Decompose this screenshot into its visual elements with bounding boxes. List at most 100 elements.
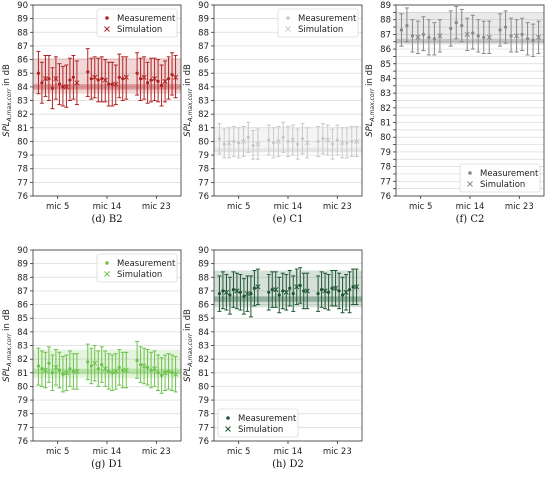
legend-simulation-marker	[104, 26, 110, 32]
simulation-point	[255, 141, 261, 147]
y-tick-label: 90	[198, 246, 209, 256]
y-tick-label: 81	[198, 124, 209, 134]
legend-label: Simulation	[117, 25, 162, 35]
y-tick-label: 81	[17, 124, 28, 134]
simulation-point	[255, 284, 261, 290]
simulation-point	[92, 74, 98, 80]
measurement-point	[86, 70, 90, 74]
y-tick-label: 80	[198, 137, 209, 147]
measurement-point	[482, 35, 486, 39]
measurement-point	[135, 71, 139, 75]
simulation-point	[162, 78, 168, 84]
measurement-point	[321, 137, 325, 141]
y-tick-label: 79	[198, 151, 209, 161]
measurement-point	[107, 82, 111, 86]
legend-label: Measurement	[298, 14, 357, 24]
simulation-point	[152, 366, 158, 372]
band-inner	[214, 296, 362, 302]
simulation-point	[113, 368, 119, 374]
x-tick-label: mic 23	[142, 447, 171, 457]
measurement-point	[40, 367, 44, 371]
y-tick-label: 90	[198, 1, 209, 11]
measurement-point	[232, 139, 236, 144]
measurement-point	[351, 285, 355, 289]
band-outer	[396, 12, 544, 45]
band-outer	[33, 349, 181, 379]
measurement-point	[121, 368, 125, 372]
simulation-point	[275, 138, 281, 144]
measurement-point	[170, 72, 174, 77]
simulation-point	[464, 31, 470, 37]
y-tick-label: 85	[198, 314, 209, 324]
legend-label: Measurement	[117, 14, 176, 24]
y-axis-label: SPLA,max,corr in dB	[183, 64, 194, 137]
simulation-point	[294, 284, 300, 290]
panel-caption: (f) C2	[456, 214, 485, 225]
simulation-point	[123, 74, 129, 80]
y-tick-label: 80	[380, 133, 391, 143]
y-tick-label: 84	[17, 328, 28, 338]
simulation-point	[304, 140, 310, 146]
y-tick-label: 79	[17, 396, 28, 406]
y-tick-label: 89	[17, 15, 28, 25]
y-tick-label: 76	[198, 437, 209, 447]
simulation-point	[226, 140, 232, 146]
simulation-point	[283, 289, 289, 295]
y-tick-label: 84	[198, 83, 209, 93]
measurement-point	[300, 137, 305, 141]
simulation-point	[486, 34, 492, 40]
y-tick-label: 89	[198, 15, 209, 25]
x-tick-label: mic 5	[227, 447, 250, 457]
measurement-point	[520, 32, 524, 36]
y-tick-label: 88	[17, 28, 28, 38]
x-tick-label: mic 14	[274, 202, 303, 212]
simulation-point	[322, 288, 328, 294]
y-tick-label: 87	[198, 287, 209, 297]
measurement-point	[252, 286, 257, 290]
band-inner	[396, 38, 544, 44]
y-tick-label: 87	[17, 42, 28, 52]
measurement-point	[296, 142, 300, 146]
simulation-point	[123, 367, 129, 373]
y-tick-label: 78	[380, 163, 391, 173]
measurement-point	[302, 289, 306, 293]
measurement-point	[222, 142, 226, 146]
y-tick-label: 85	[380, 60, 391, 70]
legend-label: Simulation	[298, 25, 343, 35]
measurement-point	[159, 83, 164, 88]
measurement-point	[246, 135, 250, 139]
simulation-point	[74, 368, 80, 374]
y-tick-label: 82	[17, 110, 28, 120]
x-tick-label: mic 5	[46, 202, 69, 212]
measurement-point	[110, 82, 114, 86]
x-tick-label: mic 5	[409, 202, 432, 212]
y-tick-label: 81	[198, 369, 209, 379]
y-tick-label: 84	[17, 83, 28, 93]
simulation-point	[141, 363, 147, 369]
measurement-point	[421, 32, 426, 36]
plot-frame	[213, 249, 363, 442]
chart-panel-4: 76 77 78 79 80 81 82 83 84 85 86 87 88 89 90 mic 5 mic 1…	[183, 246, 363, 470]
y-tick-label: 81	[380, 119, 391, 129]
measurement-point	[57, 82, 62, 86]
measurement-point	[156, 371, 160, 375]
panel-caption: (e) C1	[273, 214, 304, 225]
measurement-point	[50, 371, 55, 375]
measurement-point	[330, 142, 335, 146]
measurement-point	[249, 292, 253, 296]
measurement-point	[460, 23, 464, 28]
measurement-point	[281, 135, 285, 139]
legend-box	[96, 8, 178, 38]
x-tick-label: mic 23	[323, 202, 352, 212]
y-tick-label: 78	[17, 165, 28, 175]
chart-panel-2: 76 77 78 79 80 81 82 83 84 85 86 87 88 89 mic 5 mic 14 m…	[365, 1, 545, 225]
legend-box	[217, 408, 299, 438]
simulation-point	[53, 76, 59, 82]
panel-caption: (h) D2	[272, 459, 304, 470]
simulation-point	[244, 291, 250, 297]
simulation-point	[63, 370, 69, 376]
simulation-point	[343, 289, 349, 295]
legend-label: Measurement	[238, 414, 297, 424]
legend-box	[459, 163, 541, 193]
